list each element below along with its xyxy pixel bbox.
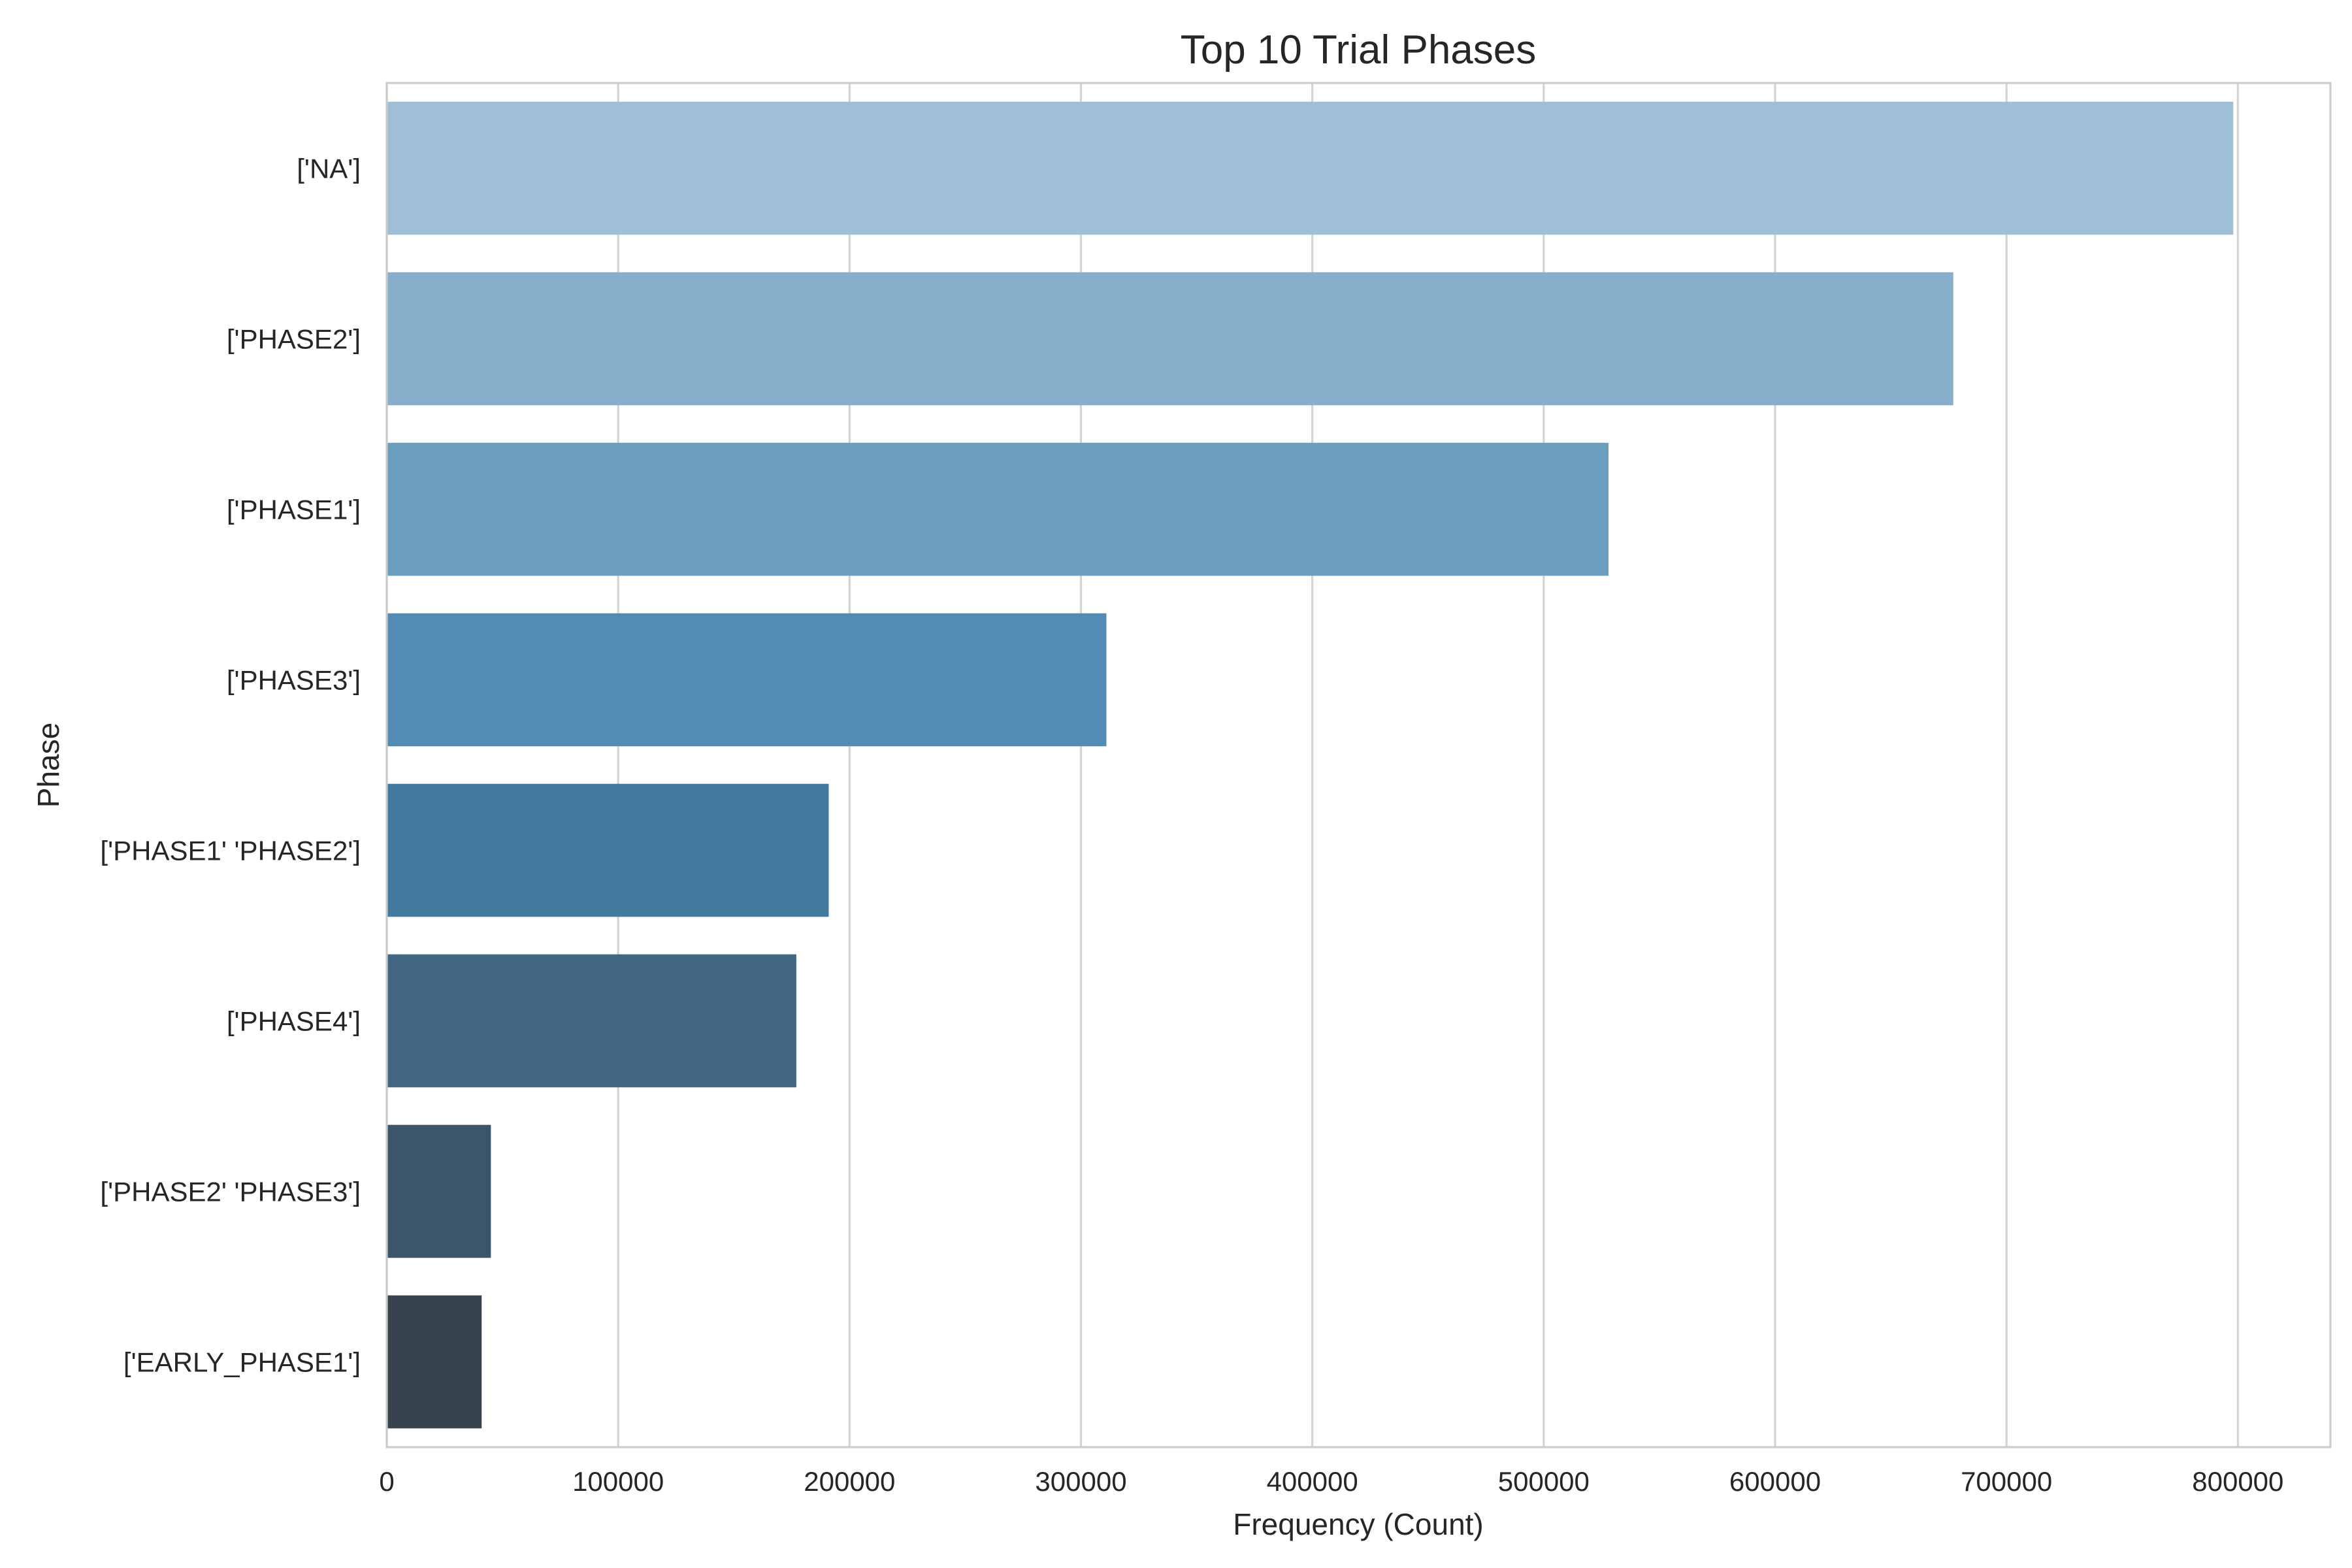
y-tick-label: ['PHASE4'] <box>227 1006 361 1037</box>
x-tick-label: 0 <box>379 1466 394 1497</box>
y-tick-labels: ['NA'] ['PHASE2'] ['PHASE1'] ['PHASE3'] ['PH… <box>100 154 361 1378</box>
bars <box>387 101 2234 1429</box>
y-tick-label: ['NA'] <box>297 154 361 184</box>
x-tick-label: 600000 <box>1729 1466 1821 1497</box>
y-tick-label: ['PHASE2' 'PHASE3'] <box>100 1177 361 1207</box>
y-tick-label: ['PHASE3'] <box>227 665 361 696</box>
x-tick-labels: 0 100000 200000 300000 400000 500000 600000 700… <box>379 1466 2283 1497</box>
x-tick-label: 200000 <box>804 1466 895 1497</box>
x-tick-label: 500000 <box>1498 1466 1590 1497</box>
y-tick-label: ['PHASE2'] <box>227 324 361 355</box>
bar <box>387 101 2234 235</box>
x-tick-label: 400000 <box>1267 1466 1358 1497</box>
bar <box>387 442 1609 576</box>
x-tick-label: 300000 <box>1035 1466 1126 1497</box>
bar <box>387 1295 482 1429</box>
bar <box>387 1124 491 1258</box>
y-axis-label: Phase <box>31 723 65 808</box>
chart-title: Top 10 Trial Phases <box>1181 27 1537 73</box>
x-tick-label: 100000 <box>572 1466 664 1497</box>
plot-frame <box>385 82 2332 1448</box>
x-tick-label: 800000 <box>2192 1466 2283 1497</box>
bar <box>387 954 796 1088</box>
bar <box>387 613 1107 747</box>
y-tick-label: ['PHASE1'] <box>227 495 361 525</box>
y-tick-label: ['EARLY_PHASE1'] <box>123 1347 361 1378</box>
x-axis-label: Frequency (Count) <box>1233 1507 1484 1541</box>
bar <box>387 272 1953 406</box>
x-tick-label: 700000 <box>1961 1466 2052 1497</box>
y-tick-label: ['PHASE1' 'PHASE2'] <box>100 836 361 866</box>
bar <box>387 783 829 917</box>
